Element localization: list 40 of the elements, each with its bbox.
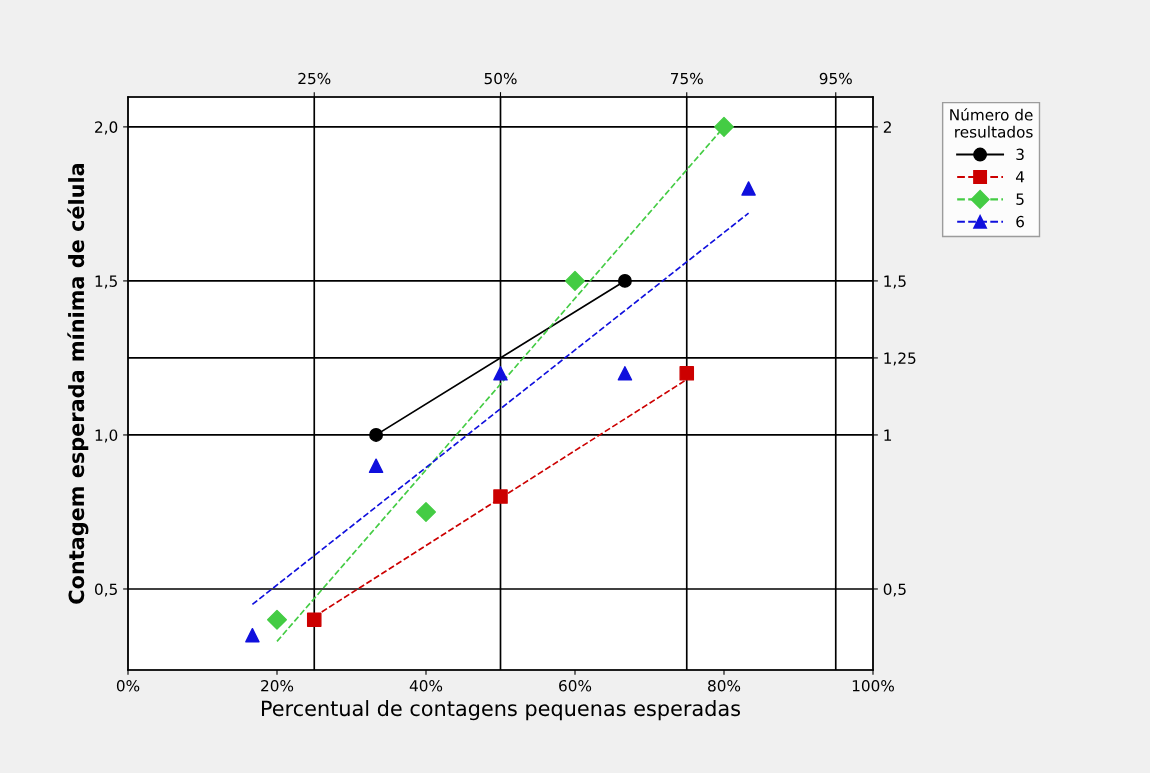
legend-label: 6 [1016, 215, 1024, 228]
point [415, 501, 437, 522]
x2-tick-label: 25% [298, 72, 331, 85]
legend-label: 5 [1016, 193, 1024, 205]
x2-tick-label: 95% [819, 72, 852, 85]
y2-tick-label: 0,5 [883, 583, 906, 597]
legend-title: Número de resultados [950, 108, 1033, 138]
legend-label: 4 [1015, 171, 1025, 183]
y2-tick-label: 1,5 [884, 275, 906, 289]
point [266, 609, 288, 630]
x2-tick-label: 75% [671, 72, 703, 85]
x-tick-label: 0% [116, 679, 140, 692]
x-tick-label: 60% [559, 679, 592, 692]
point [306, 612, 322, 628]
legend-label: 3 [1016, 148, 1024, 161]
point [617, 366, 633, 381]
point [368, 458, 384, 474]
point [713, 116, 735, 137]
point [617, 273, 632, 288]
point [493, 366, 508, 381]
point [493, 489, 508, 504]
y-tick-label: 2,0 [95, 121, 118, 135]
x-tick-label: 100% [852, 679, 894, 692]
point [679, 366, 695, 381]
point [369, 428, 384, 442]
point [245, 627, 260, 643]
point [564, 270, 586, 291]
y2-tick-label: 2 [883, 121, 891, 133]
y-axis-title: Contagem esperada mínima de célula [67, 163, 89, 604]
x-tick-label: 20% [261, 679, 294, 692]
y-tick-label: 0,5 [94, 583, 117, 597]
y2-tick-label: 1 [884, 429, 892, 441]
y-tick-label: 1,0 [95, 429, 118, 443]
point [741, 181, 756, 196]
x-tick-label: 80% [708, 679, 741, 692]
x-tick-label: 40% [409, 679, 443, 692]
x-axis-title: Percentual de contagens pequenas esperadas [261, 700, 741, 721]
y-tick-label: 1,5 [95, 275, 117, 289]
y2-tick-label: 1,25 [884, 352, 916, 366]
x2-tick-label: 50% [484, 72, 517, 85]
